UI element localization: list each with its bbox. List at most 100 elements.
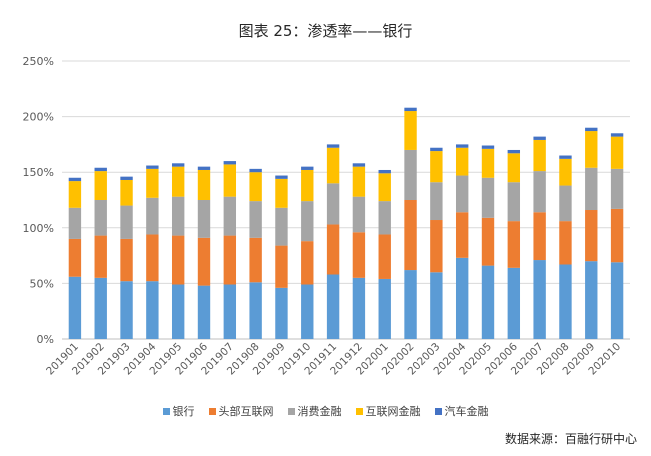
y-tick-label: 0% <box>37 333 54 346</box>
bar-segment <box>352 232 366 278</box>
bar-segment <box>533 136 546 140</box>
bar-segment <box>275 178 288 208</box>
chart-legend: 银行 头部互联网 消费金融 互联网金融 汽车金融 <box>0 403 651 419</box>
bar-segment <box>301 201 314 242</box>
bar-segment <box>94 277 107 339</box>
bar-segment <box>404 149 417 200</box>
bar-segment <box>481 217 495 266</box>
bar-segment <box>378 173 391 202</box>
bar-segment <box>481 265 495 339</box>
bar-segment <box>585 210 598 262</box>
bar-segment <box>301 241 314 285</box>
bar-segment <box>455 175 469 213</box>
bar-segment <box>171 166 185 197</box>
bar-segment <box>352 166 366 197</box>
bar-segment <box>533 139 546 172</box>
bar-segment <box>171 235 185 285</box>
bar-segment <box>507 182 521 222</box>
bar-segment <box>120 281 133 339</box>
bar-segment <box>68 177 82 182</box>
bar-segment <box>197 166 211 170</box>
y-tick-label: 250% <box>23 55 54 68</box>
bar-segment <box>171 163 185 167</box>
bar-segment <box>352 196 366 233</box>
bar-segment <box>249 172 262 202</box>
bar-segment <box>481 145 495 149</box>
bar-segment <box>326 147 340 184</box>
bar-segment <box>585 131 598 168</box>
bar-segment <box>533 212 546 261</box>
bar-segment <box>146 281 159 339</box>
bar-segment <box>507 221 521 268</box>
legend-swatch <box>208 407 216 415</box>
bar-segment <box>559 264 572 339</box>
bar-segment <box>249 282 262 339</box>
bar-segment <box>68 276 82 339</box>
bar-segment <box>223 284 237 339</box>
legend-label: 头部互联网 <box>218 405 274 418</box>
bar-segment <box>223 196 237 236</box>
bar-segment <box>430 182 443 221</box>
legend-swatch <box>162 407 170 415</box>
bar-segment <box>171 196 185 236</box>
y-tick-label: 50% <box>30 277 54 290</box>
bar-segment <box>275 175 288 179</box>
bar-segment <box>378 201 391 235</box>
bar-segment <box>326 183 340 225</box>
bar-segment <box>404 111 417 150</box>
legend-item: 头部互联网 <box>208 403 274 419</box>
bar-segment <box>559 158 572 186</box>
bar-segment <box>275 245 288 288</box>
bar-segment <box>120 179 133 206</box>
y-tick-label: 200% <box>23 111 54 124</box>
bar-segment <box>559 185 572 222</box>
bar-segment <box>481 177 495 218</box>
bar-segment <box>610 208 624 263</box>
bar-segment <box>455 147 469 176</box>
bar-segment <box>120 205 133 239</box>
bar-segment <box>275 207 288 246</box>
source-note: 数据来源：百融行研中心 <box>504 432 637 446</box>
bar-segment <box>249 168 262 173</box>
bar-segment <box>146 165 159 169</box>
bar-segment <box>610 262 624 339</box>
bar-segment <box>507 153 521 183</box>
bar-segment <box>120 238 133 282</box>
bar-segment <box>68 238 82 277</box>
bar-segment <box>301 284 314 339</box>
bar-segment <box>275 287 288 339</box>
bar-segment <box>430 151 443 183</box>
chart-title: 图表 25：渗透率——银行 <box>238 22 413 40</box>
legend-label: 银行 <box>172 405 195 418</box>
y-tick-label: 100% <box>23 222 54 235</box>
bar-segment <box>481 148 495 178</box>
bar-segment <box>455 144 469 148</box>
bar-segment <box>610 133 624 137</box>
bar-segment <box>404 107 417 112</box>
legend-label: 汽车金融 <box>444 405 489 418</box>
bar-segment <box>507 267 521 339</box>
bar-segment <box>326 224 340 275</box>
bar-segment <box>68 207 82 239</box>
bar-segment <box>378 169 391 174</box>
bar-segment <box>507 149 521 154</box>
bar-segment <box>146 168 159 198</box>
legend-swatch <box>355 407 363 415</box>
legend-item: 汽车金融 <box>434 403 489 419</box>
bar-segment <box>197 169 211 200</box>
bar-segment <box>94 171 107 200</box>
legend-label: 消费金融 <box>297 405 342 418</box>
legend-item: 消费金融 <box>287 403 342 419</box>
bar-segment <box>249 201 262 238</box>
bar-segment <box>378 278 391 339</box>
bar-segment <box>404 200 417 271</box>
bar-segment <box>197 237 211 286</box>
legend-item: 互联网金融 <box>355 403 421 419</box>
bar-segment <box>171 284 185 339</box>
bar-segment <box>94 200 107 236</box>
bar-segment <box>223 235 237 285</box>
bar-segment <box>326 144 340 148</box>
bar-segment <box>585 261 598 339</box>
bar-segment <box>455 257 469 339</box>
